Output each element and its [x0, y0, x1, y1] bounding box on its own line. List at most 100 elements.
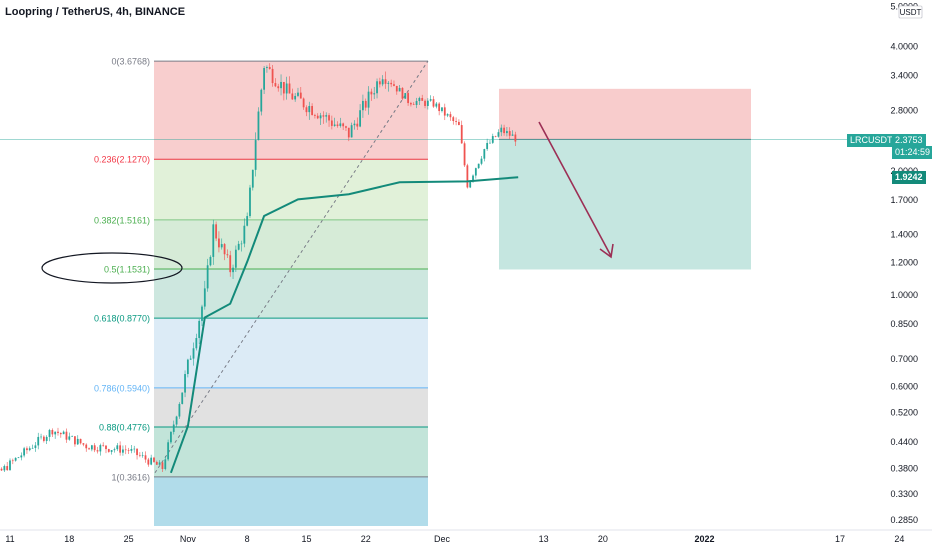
- candle-body: [107, 449, 110, 452]
- candle-body: [136, 448, 138, 456]
- candle-body: [347, 127, 350, 138]
- candle-body: [257, 111, 260, 141]
- candle-body: [240, 243, 243, 245]
- candle-body: [395, 85, 398, 92]
- candle-body: [443, 107, 446, 116]
- position-tool: [499, 88, 751, 270]
- candle-body: [367, 91, 370, 108]
- candle-body: [130, 448, 133, 451]
- candle-body: [458, 121, 460, 126]
- candle-body: [421, 97, 424, 101]
- candle-body: [141, 455, 144, 456]
- candle-body: [260, 89, 263, 112]
- candle-body: [26, 448, 28, 451]
- target-zone: [499, 139, 751, 270]
- candle-body: [325, 115, 328, 117]
- time-tick-label: 18: [64, 534, 74, 544]
- candle-body: [218, 238, 220, 248]
- candle-body: [122, 449, 124, 453]
- candle-body: [71, 436, 74, 437]
- price-tick-label: 1.7000: [890, 195, 918, 205]
- candle-body: [362, 100, 364, 111]
- price-tick-label: 2.0000: [890, 166, 918, 176]
- time-tick-label: 11: [5, 534, 14, 544]
- candle-body: [234, 249, 237, 268]
- current-price-label: 2.3753: [892, 134, 926, 147]
- candle-body: [381, 79, 384, 85]
- candle-body: [249, 187, 251, 217]
- candle-body: [11, 460, 14, 462]
- candle-body: [384, 79, 387, 84]
- price-tick-label: 0.3800: [890, 464, 918, 474]
- fib-label-0.5: 0.5(1.1531): [104, 264, 150, 274]
- candle-body: [74, 436, 76, 445]
- candle-body: [291, 93, 294, 100]
- price-tick-label: 0.6000: [890, 382, 918, 392]
- candle-body: [6, 466, 9, 470]
- candles: [0, 63, 517, 472]
- candle-body: [184, 374, 186, 393]
- candle-body: [288, 83, 291, 94]
- candle-body: [138, 455, 141, 456]
- candle-body: [319, 115, 322, 119]
- candle-body: [102, 445, 105, 446]
- candle-body: [274, 83, 277, 87]
- price-tick-label: 3.4000: [890, 71, 918, 81]
- candle-body: [336, 124, 339, 126]
- candle-body: [195, 338, 198, 349]
- candle-body: [206, 265, 209, 289]
- candle-body: [398, 87, 401, 92]
- candle-body: [127, 450, 130, 451]
- candle-body: [31, 447, 34, 449]
- candle-body: [449, 114, 452, 118]
- candle-body: [441, 107, 443, 112]
- fib-label-0: 0(3.6768): [111, 57, 150, 67]
- candle-body: [266, 67, 268, 68]
- candle-body: [407, 93, 409, 104]
- candle-body: [90, 445, 93, 450]
- candle-body: [359, 110, 361, 127]
- candle-body: [45, 436, 48, 441]
- candle-body: [110, 450, 113, 452]
- unit-badge: [898, 5, 923, 19]
- candle-body: [410, 103, 412, 105]
- fib-zone-below: [154, 476, 428, 526]
- candle-body: [353, 123, 356, 126]
- candle-body: [237, 243, 240, 250]
- candle-body: [472, 175, 474, 181]
- candle-body: [198, 320, 201, 339]
- time-tick-label: 13: [539, 534, 549, 544]
- candle-body: [155, 461, 158, 465]
- candle-body: [37, 436, 40, 446]
- candle-body: [215, 224, 218, 239]
- candle-body: [511, 134, 514, 136]
- candle-body: [277, 86, 280, 89]
- time-axis: 11 18 25 Nov 8 15 22 Dec 13 20 2022 17 24: [0, 529, 932, 544]
- candle-body: [280, 81, 282, 89]
- candle-body: [57, 431, 59, 433]
- candle-body: [455, 121, 457, 122]
- fib-label-1: 1(0.3616): [111, 472, 150, 482]
- candle-body: [426, 100, 429, 106]
- candle-body: [150, 457, 153, 465]
- indicator-value-label: 1.9242: [892, 171, 926, 184]
- candle-body: [364, 100, 367, 108]
- candle-body: [469, 180, 472, 188]
- candle-body: [489, 142, 491, 144]
- candle-body: [178, 403, 181, 417]
- time-tick-label: 17: [835, 534, 845, 544]
- chart-title: Loopring / TetherUS, 4h, BINANCE: [5, 6, 186, 18]
- candle-body: [263, 67, 265, 90]
- candle-body: [477, 163, 480, 169]
- candle-body: [170, 431, 172, 443]
- candle-body: [88, 448, 90, 450]
- price-tick-label: 1.0000: [890, 290, 918, 300]
- candle-body: [54, 431, 57, 435]
- candle-body: [175, 416, 178, 425]
- candle-body: [350, 125, 353, 138]
- time-tick-label: 8: [245, 534, 250, 544]
- price-tick-label: 0.3300: [890, 489, 918, 499]
- fib-label-0.786: 0.786(0.5940): [94, 383, 150, 393]
- candle-body: [40, 436, 42, 438]
